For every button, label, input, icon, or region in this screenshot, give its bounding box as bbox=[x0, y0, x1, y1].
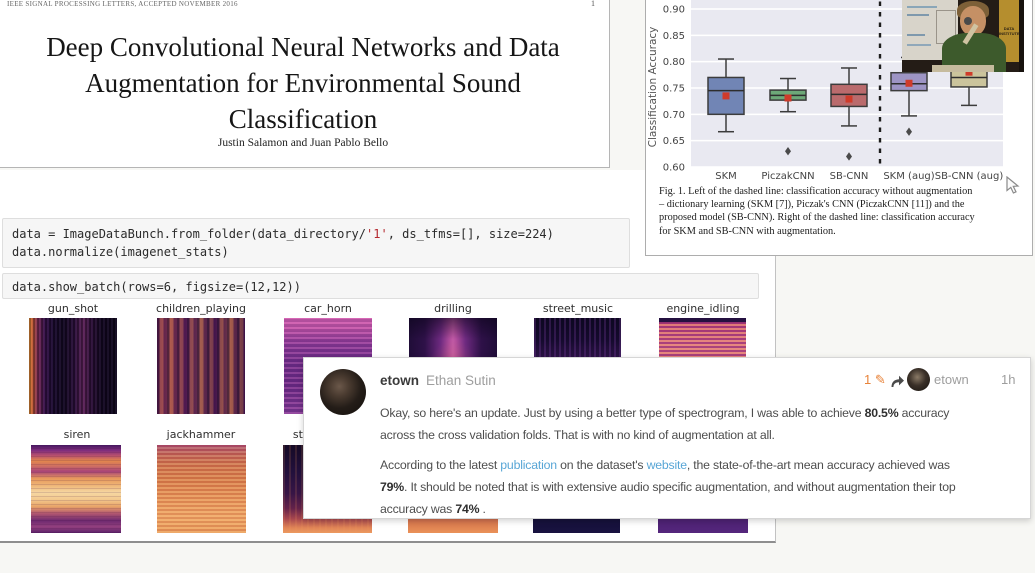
figure-caption: Fig. 1. Left of the dashed line: classif… bbox=[659, 185, 1025, 238]
edit-indicator[interactable]: 1 ✎ bbox=[864, 372, 886, 387]
avatar[interactable] bbox=[320, 369, 366, 415]
svg-text:PiczakCNN: PiczakCNN bbox=[761, 171, 814, 182]
svg-text:Classification Accuracy: Classification Accuracy bbox=[647, 27, 659, 148]
spectrogram-children-playing bbox=[157, 318, 245, 414]
spectrogram-label: car_horn bbox=[304, 302, 352, 315]
caption-line: – dictionary learning (SKM [7]), Piczak'… bbox=[659, 199, 965, 211]
banner-text-line: INSTITUTE bbox=[999, 31, 1020, 36]
paper-title: Deep Convolutional Neural Networks and D… bbox=[0, 29, 609, 137]
webcam-background bbox=[1019, 0, 1024, 72]
spectrogram-gun-shot bbox=[29, 318, 117, 414]
caption-line: Fig. 1. Left of the dashed line: classif… bbox=[659, 186, 973, 197]
spectrogram-jackhammer bbox=[157, 445, 246, 533]
code-line: data = ImageDataBunch.from_folder(data_d… bbox=[12, 227, 554, 241]
code-line: data.normalize(imagenet_stats) bbox=[12, 245, 229, 259]
mouse-cursor bbox=[1006, 176, 1020, 194]
svg-text:0.60: 0.60 bbox=[663, 163, 685, 174]
svg-text:0.85: 0.85 bbox=[663, 31, 685, 42]
website-link[interactable]: website bbox=[646, 458, 687, 472]
svg-text:0.80: 0.80 bbox=[663, 57, 685, 68]
repost-avatar[interactable] bbox=[907, 368, 930, 391]
svg-text:0.90: 0.90 bbox=[663, 5, 685, 16]
paper-title-line-1: Deep Convolutional Neural Networks and D… bbox=[46, 32, 560, 62]
comment-paragraph-1: Okay, so here's an update. Just by using… bbox=[380, 406, 950, 442]
spectrogram-label: siren bbox=[63, 428, 91, 441]
svg-text:0.70: 0.70 bbox=[663, 110, 685, 121]
microphone-head bbox=[964, 17, 972, 25]
page-number: 1 bbox=[591, 0, 595, 8]
svg-text:SKM (aug): SKM (aug) bbox=[883, 171, 934, 182]
comment-timestamp: 1h bbox=[1001, 372, 1016, 387]
paper-title-line-3: Classification bbox=[228, 104, 378, 134]
comment-author-name: Ethan Sutin bbox=[426, 373, 496, 388]
comment-paragraph-2: According to the latest publication on t… bbox=[380, 458, 956, 516]
code-cell-1[interactable]: data = ImageDataBunch.from_folder(data_d… bbox=[2, 218, 630, 268]
spectrogram-label: drilling bbox=[434, 302, 472, 315]
pencil-icon: ✎ bbox=[874, 372, 886, 387]
comment-card: etown Ethan Sutin 1 ✎ etown 1h Okay, so … bbox=[303, 357, 1031, 519]
journal-header: IEEE SIGNAL PROCESSING LETTERS, ACCEPTED… bbox=[7, 0, 238, 8]
svg-text:SB-CNN (aug): SB-CNN (aug) bbox=[935, 171, 1004, 182]
comment-author-handle[interactable]: etown bbox=[380, 373, 419, 388]
string-literal: '1' bbox=[366, 227, 388, 241]
paper-authors: Justin Salamon and Juan Pablo Bello bbox=[217, 137, 389, 149]
webcam-video-overlay: DATA INSTITUTE bbox=[902, 0, 1024, 72]
spectrogram-label: children_playing bbox=[156, 302, 246, 315]
share-arrow-icon[interactable] bbox=[889, 374, 905, 388]
paper-title-line-2: Augmentation for Environmental Sound bbox=[85, 68, 521, 98]
publication-link[interactable]: publication bbox=[500, 458, 557, 472]
paper-page: IEEE SIGNAL PROCESSING LETTERS, ACCEPTED… bbox=[0, 0, 610, 168]
spectrogram-label: engine_idling bbox=[666, 302, 740, 315]
spectrogram-label: jackhammer bbox=[166, 428, 236, 441]
podium bbox=[932, 65, 994, 72]
caption-line: proposed model (SB-CNN). Right of the da… bbox=[659, 212, 975, 224]
spectrogram-label: street_music bbox=[542, 302, 614, 315]
banner-text-line: DATA bbox=[1003, 26, 1015, 31]
code-line: data.show_batch(rows=6, figsize=(12,12)) bbox=[12, 280, 301, 294]
code-cell-2[interactable]: data.show_batch(rows=6, figsize=(12,12)) bbox=[2, 273, 759, 299]
svg-text:0.65: 0.65 bbox=[663, 136, 685, 147]
svg-text:SKM: SKM bbox=[715, 171, 737, 182]
spectrogram-siren bbox=[31, 445, 121, 533]
svg-text:SB-CNN: SB-CNN bbox=[830, 171, 869, 182]
spectrogram-label: gun_shot bbox=[47, 302, 99, 315]
svg-text:0.75: 0.75 bbox=[663, 84, 685, 95]
caption-line: for SKM and SB-CNN with augmentation. bbox=[659, 225, 836, 237]
repost-handle[interactable]: etown bbox=[934, 372, 969, 387]
